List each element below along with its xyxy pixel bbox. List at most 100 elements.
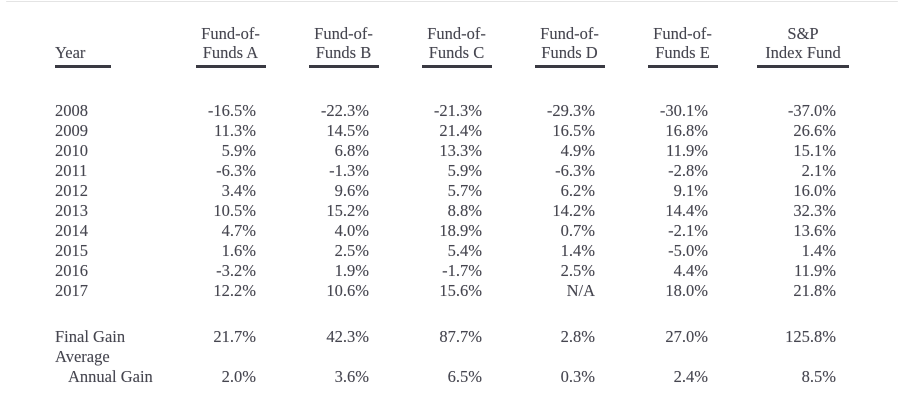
final-gain-label: Final Gain bbox=[55, 327, 126, 346]
value-cell: -2.1% bbox=[668, 221, 708, 240]
value-cell: 27.0% bbox=[665, 327, 708, 346]
empty-cell bbox=[165, 347, 858, 367]
header-underline bbox=[757, 65, 849, 68]
value-cell: 2.8% bbox=[560, 327, 595, 346]
value-cell: 1.4% bbox=[560, 241, 595, 260]
header-line2: Funds A bbox=[202, 43, 259, 62]
header-line1: Fund-of- bbox=[540, 24, 599, 43]
header-underline bbox=[308, 65, 379, 68]
year-cell: 2008 bbox=[55, 101, 88, 120]
column-header-fund-a: Fund-of- Funds A bbox=[165, 24, 278, 68]
value-cell: -6.3% bbox=[216, 161, 256, 180]
table-row-2014: 2014 4.7% 4.0% 18.9% 0.7% -2.1% 13.6% bbox=[55, 221, 858, 241]
value-cell: 2.1% bbox=[801, 161, 836, 180]
value-cell: 21.4% bbox=[439, 121, 482, 140]
header-underline bbox=[647, 65, 718, 68]
value-cell: 11.9% bbox=[793, 261, 836, 280]
column-header-fund-d: Fund-of- Funds D bbox=[504, 24, 617, 68]
table-body: 2008 -16.5% -22.3% -21.3% -29.3% -30.1% … bbox=[55, 68, 858, 387]
value-cell: 1.9% bbox=[334, 261, 369, 280]
year-cell: 2017 bbox=[55, 281, 88, 300]
year-cell: 2013 bbox=[55, 201, 88, 220]
column-header-fund-c: Fund-of- Funds C bbox=[391, 24, 504, 68]
value-cell: 4.0% bbox=[334, 221, 369, 240]
fund-performance-table: Year Fund-of- Funds A Fund-of- Funds B F… bbox=[55, 24, 858, 387]
year-cell: 2014 bbox=[55, 221, 88, 240]
value-cell: 21.8% bbox=[793, 281, 836, 300]
header-line1: Fund-of- bbox=[201, 24, 260, 43]
value-cell: 3.6% bbox=[334, 367, 369, 386]
value-cell: 6.8% bbox=[334, 141, 369, 160]
table-row-2009: 2009 11.3% 14.5% 21.4% 16.5% 16.8% 26.6% bbox=[55, 121, 858, 141]
value-cell: 2.5% bbox=[560, 261, 595, 280]
header-line2: Funds B bbox=[315, 43, 372, 62]
value-cell: 32.3% bbox=[793, 201, 836, 220]
value-cell: 5.9% bbox=[221, 141, 256, 160]
year-cell: 2016 bbox=[55, 261, 88, 280]
value-cell: 6.5% bbox=[447, 367, 482, 386]
value-cell: 5.7% bbox=[447, 181, 482, 200]
header-line2: Year bbox=[55, 43, 86, 62]
year-cell: 2015 bbox=[55, 241, 88, 260]
header-line2: Index Fund bbox=[765, 43, 841, 62]
value-cell: 4.7% bbox=[221, 221, 256, 240]
header-line2: Funds D bbox=[541, 43, 598, 62]
spacer-row bbox=[55, 68, 858, 101]
value-cell: 8.8% bbox=[447, 201, 482, 220]
column-header-sp-index: S&P Index Fund bbox=[730, 24, 858, 68]
average-label: Average bbox=[55, 347, 110, 366]
value-cell: 10.5% bbox=[213, 201, 256, 220]
spacer-row bbox=[55, 301, 858, 327]
value-cell: -29.3% bbox=[546, 101, 595, 120]
value-cell: 125.8% bbox=[785, 327, 836, 346]
value-cell: -6.3% bbox=[555, 161, 595, 180]
annual-gain-row: Annual Gain 2.0% 3.6% 6.5% 0.3% 2.4% 8.5… bbox=[55, 367, 858, 387]
value-cell: 0.7% bbox=[560, 221, 595, 240]
value-cell: 1.4% bbox=[801, 241, 836, 260]
value-cell: 42.3% bbox=[326, 327, 369, 346]
value-cell: 11.3% bbox=[213, 121, 256, 140]
value-cell: 0.3% bbox=[560, 367, 595, 386]
value-cell: 10.6% bbox=[326, 281, 369, 300]
value-cell: 16.5% bbox=[552, 121, 595, 140]
value-cell: N/A bbox=[566, 281, 595, 300]
header-row: Year Fund-of- Funds A Fund-of- Funds B F… bbox=[55, 24, 858, 68]
header-underline bbox=[421, 65, 492, 68]
header-underline bbox=[195, 65, 266, 68]
table-row-2013: 2013 10.5% 15.2% 8.8% 14.2% 14.4% 32.3% bbox=[55, 201, 858, 221]
value-cell: 15.6% bbox=[439, 281, 482, 300]
value-cell: 14.4% bbox=[665, 201, 708, 220]
column-header-year: Year bbox=[55, 24, 165, 68]
year-cell: 2010 bbox=[55, 141, 88, 160]
value-cell: 26.6% bbox=[793, 121, 836, 140]
table-row-2015: 2015 1.6% 2.5% 5.4% 1.4% -5.0% 1.4% bbox=[55, 241, 858, 261]
value-cell: 9.1% bbox=[673, 181, 708, 200]
value-cell: 21.7% bbox=[213, 327, 256, 346]
table-row-2011: 2011 -6.3% -1.3% 5.9% -6.3% -2.8% 2.1% bbox=[55, 161, 858, 181]
document-page: Year Fund-of- Funds A Fund-of- Funds B F… bbox=[55, 24, 858, 387]
header-line2: Funds E bbox=[655, 43, 710, 62]
value-cell: 2.5% bbox=[334, 241, 369, 260]
annual-gain-label: Annual Gain bbox=[68, 367, 153, 386]
value-cell: -5.0% bbox=[668, 241, 708, 260]
table-row-2012: 2012 3.4% 9.6% 5.7% 6.2% 9.1% 16.0% bbox=[55, 181, 858, 201]
table-row-2010: 2010 5.9% 6.8% 13.3% 4.9% 11.9% 15.1% bbox=[55, 141, 858, 161]
final-gain-row: Final Gain 21.7% 42.3% 87.7% 2.8% 27.0% … bbox=[55, 327, 858, 347]
year-cell: 2011 bbox=[55, 161, 88, 180]
value-cell: -21.3% bbox=[433, 101, 482, 120]
value-cell: 9.6% bbox=[334, 181, 369, 200]
value-cell: -3.2% bbox=[216, 261, 256, 280]
value-cell: -37.0% bbox=[787, 101, 836, 120]
value-cell: 15.2% bbox=[326, 201, 369, 220]
table-row-2016: 2016 -3.2% 1.9% -1.7% 2.5% 4.4% 11.9% bbox=[55, 261, 858, 281]
value-cell: 16.0% bbox=[793, 181, 836, 200]
header-line2: Funds C bbox=[428, 43, 485, 62]
value-cell: 13.3% bbox=[439, 141, 482, 160]
value-cell: 18.0% bbox=[665, 281, 708, 300]
column-header-fund-b: Fund-of- Funds B bbox=[278, 24, 391, 68]
value-cell: 5.4% bbox=[447, 241, 482, 260]
value-cell: 18.9% bbox=[439, 221, 482, 240]
value-cell: 87.7% bbox=[439, 327, 482, 346]
header-line1: Fund-of- bbox=[653, 24, 712, 43]
header-line1: S&P bbox=[787, 24, 819, 43]
